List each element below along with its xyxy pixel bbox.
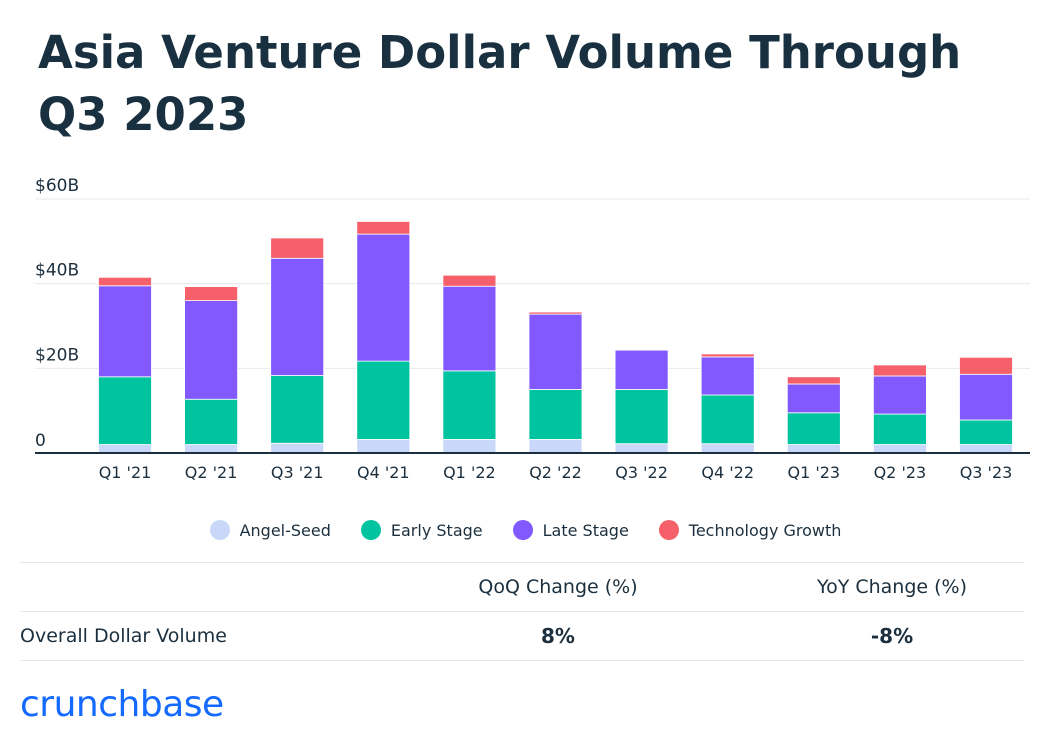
bar-segment-late-stage [614, 349, 669, 390]
table-header-row: QoQ Change (%) YoY Change (%) [20, 562, 1024, 611]
legend-item-angel-seed[interactable]: Angel-Seed [209, 520, 331, 540]
bar-segment-angel-seed [959, 444, 1013, 454]
bar-segment-technology-growth [270, 237, 325, 259]
bar-segment-early-stage [873, 413, 927, 445]
bar-segment-angel-seed [786, 444, 841, 454]
bar-segment-early-stage [614, 389, 669, 445]
x-tick-label: Q1 '21 [99, 463, 152, 482]
stacked-bar-chart: 0 $20B $40B $60B Q1 '21 Q2 '21 Q3 '21 Q4 '21 Q1 … [35, 176, 1030, 482]
bar-segment-early-stage [356, 360, 411, 440]
bar-segment-technology-growth [786, 376, 841, 385]
bar-segment-late-stage [959, 373, 1013, 421]
legend-item-early-stage[interactable]: Early Stage [360, 520, 483, 540]
bar-segment-late-stage [356, 233, 411, 362]
legend-swatch-early-stage [360, 520, 381, 540]
bar-segment-early-stage [700, 394, 755, 445]
bar-segment-late-stage [270, 257, 325, 376]
bar-segment-angel-seed [98, 444, 152, 454]
x-tick-label: Q2 '22 [529, 463, 582, 482]
x-tick-label: Q1 '22 [443, 463, 496, 482]
bar-segment-late-stage [786, 383, 841, 414]
y-tick-label: $20B [35, 345, 79, 365]
y-tick-label: $40B [35, 261, 79, 281]
legend-label-early-stage: Early Stage [390, 520, 483, 540]
x-tick-label: Q1 '23 [787, 463, 840, 482]
legend-label-angel-seed: Angel-Seed [239, 520, 331, 540]
bar-segment-technology-growth [700, 353, 755, 358]
bar-segment-technology-growth [184, 286, 239, 301]
legend-item-late-stage[interactable]: Late Stage [512, 520, 629, 540]
bar-segment-technology-growth [528, 311, 583, 315]
legend-label-technology-growth: Technology Growth [688, 520, 842, 540]
bar-segment-angel-seed [873, 444, 927, 454]
bar-segment-early-stage [959, 419, 1013, 445]
bar-segment-early-stage [786, 412, 841, 445]
x-tick-label: Q3 '22 [615, 463, 668, 482]
x-tick-label: Q2 '21 [185, 463, 238, 482]
legend-swatch-technology-growth [658, 520, 679, 540]
bar-segment-early-stage [184, 398, 239, 445]
bar-segment-angel-seed [184, 444, 239, 454]
bar-segment-angel-seed [614, 443, 669, 454]
table-row-label: Overall Dollar Volume [20, 625, 227, 647]
bar-segment-angel-seed [442, 439, 497, 454]
x-tick-label: Q2 '23 [874, 463, 927, 482]
x-tick-label: Q3 '21 [271, 463, 324, 482]
legend-swatch-late-stage [512, 520, 533, 540]
bar-segment-angel-seed [270, 442, 325, 454]
chart-legend: Angel-Seed Early Stage Late Stage Techno… [0, 520, 1051, 540]
bar-segment-early-stage [270, 375, 325, 444]
legend-swatch-angel-seed [209, 520, 230, 540]
bar-segment-late-stage [442, 285, 497, 372]
x-tick-label: Q4 '22 [701, 463, 754, 482]
table-row: Overall Dollar Volume 8% -8% [20, 611, 1024, 661]
bar-segment-late-stage [700, 356, 755, 396]
chart-title: Asia Venture Dollar Volume Through Q3 20… [38, 26, 962, 141]
bar-segment-early-stage [442, 370, 497, 440]
bar-segment-late-stage [873, 375, 927, 415]
bar-segment-technology-growth [442, 274, 497, 287]
table-header-yoy: YoY Change (%) [816, 576, 967, 598]
change-table: QoQ Change (%) YoY Change (%) Overall Do… [20, 562, 1024, 661]
legend-item-technology-growth[interactable]: Technology Growth [658, 520, 842, 540]
bar-segment-technology-growth [356, 221, 411, 235]
bar-segment-technology-growth [873, 364, 927, 377]
y-tick-label: 0 [35, 431, 46, 451]
bar-segment-technology-growth [98, 276, 152, 287]
table-cell-qoq: 8% [541, 624, 575, 648]
bar-segment-late-stage [528, 313, 583, 390]
crunchbase-logo: crunchbase [20, 684, 224, 725]
bar-segment-angel-seed [700, 443, 755, 454]
bar-segment-late-stage [184, 300, 239, 400]
bar-segment-early-stage [528, 389, 583, 440]
bar-segment-technology-growth [959, 356, 1013, 375]
bar-segment-late-stage [98, 285, 152, 378]
x-tick-label: Q3 '23 [960, 463, 1013, 482]
bar-segment-angel-seed [528, 439, 583, 454]
bar-segment-angel-seed [356, 439, 411, 454]
legend-label-late-stage: Late Stage [542, 520, 629, 540]
table-header-qoq: QoQ Change (%) [478, 576, 638, 598]
y-tick-label: $60B [35, 176, 79, 196]
bar-segment-early-stage [98, 376, 152, 445]
x-tick-label: Q4 '21 [357, 463, 410, 482]
table-cell-yoy: -8% [870, 624, 914, 648]
bar-segment-technology-growth [614, 348, 669, 351]
